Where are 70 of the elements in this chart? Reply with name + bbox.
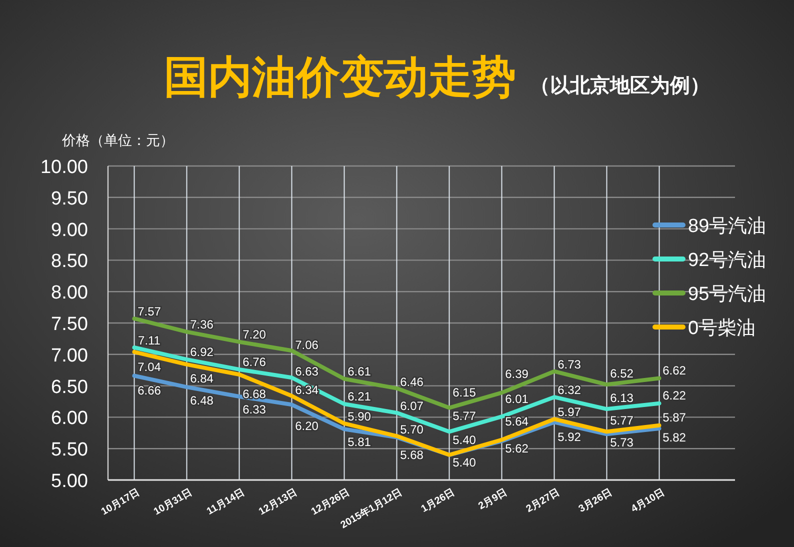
x-tick-label: 10月31日 [152, 487, 194, 518]
x-tick-label: 4月10日 [629, 487, 667, 515]
legend-label: 89号汽油 [688, 216, 766, 237]
data-label: 7.20 [242, 328, 266, 342]
y-tick-label: 7.00 [51, 345, 88, 366]
x-tick-label: 10月17日 [100, 487, 142, 518]
data-label: 5.87 [662, 410, 686, 424]
data-label: 6.20 [295, 418, 319, 433]
data-label: 5.68 [400, 448, 424, 462]
x-tick-label: 2月9日 [476, 487, 510, 512]
data-label: 6.21 [348, 390, 372, 404]
y-tick-label: 6.00 [51, 408, 88, 430]
y-tick-label: 6.50 [51, 376, 88, 398]
y-tick-label: 8.50 [51, 251, 88, 272]
data-label: 6.48 [190, 394, 214, 408]
x-tick-label: 3月26日 [576, 487, 614, 515]
data-label: 6.52 [610, 366, 634, 380]
data-label: 5.82 [662, 430, 686, 445]
data-label: 7.57 [138, 304, 162, 319]
data-label: 6.15 [452, 385, 476, 400]
y-tick-label: 8.00 [51, 282, 88, 304]
data-label: 5.77 [452, 409, 476, 424]
legend-label: 92号汽油 [688, 250, 766, 271]
legend-label: 0号柴油 [688, 318, 756, 339]
y-tick-label: 10.00 [40, 157, 88, 178]
data-label: 6.01 [505, 392, 529, 406]
data-label: 7.06 [295, 338, 319, 352]
data-label: 6.66 [138, 383, 162, 398]
y-tick-label: 7.50 [51, 314, 88, 335]
data-label: 5.62 [505, 442, 529, 456]
chart-title: 国内油价变动走势 [164, 53, 516, 102]
data-label: 5.40 [452, 456, 476, 470]
data-label: 6.76 [242, 355, 266, 370]
data-label: 7.11 [138, 333, 161, 348]
y-tick-label: 9.50 [51, 188, 88, 210]
data-label: 6.07 [400, 399, 424, 414]
data-label: 6.63 [295, 364, 319, 379]
data-label: 6.92 [190, 345, 214, 360]
x-tick-label: 12月13日 [257, 487, 300, 518]
data-label: 6.84 [190, 371, 214, 386]
y-tick-label: 5.50 [51, 440, 88, 461]
data-label: 5.90 [348, 409, 372, 424]
data-label: 6.22 [662, 388, 686, 402]
data-label: 5.77 [610, 414, 634, 428]
data-label: 5.81 [348, 435, 372, 450]
data-label: 6.73 [558, 357, 582, 372]
x-tick-label: 2月27日 [524, 487, 562, 515]
x-tick-label: 11月14日 [205, 487, 247, 518]
data-label: 6.13 [610, 391, 634, 406]
data-label: 6.39 [505, 367, 529, 382]
data-label: 7.36 [190, 318, 214, 332]
y-tick-label: 5.00 [51, 471, 88, 492]
x-tick-label: 12月26日 [310, 487, 352, 518]
data-label: 5.70 [400, 422, 424, 436]
data-label: 7.04 [138, 360, 162, 374]
legend-label: 95号汽油 [688, 284, 766, 305]
x-tick-label: 1月26日 [419, 487, 457, 515]
data-label: 6.62 [662, 363, 686, 378]
data-label: 6.33 [242, 402, 266, 417]
data-label: 6.32 [558, 383, 582, 398]
data-label: 6.61 [348, 364, 372, 379]
chart-subtitle: （以北京地区为例） [530, 74, 710, 97]
data-label: 5.97 [558, 405, 582, 420]
y-tick-label: 9.00 [51, 220, 88, 241]
data-label: 5.64 [505, 414, 529, 429]
data-label: 5.92 [558, 430, 582, 444]
data-label: 6.46 [400, 374, 424, 389]
data-label: 5.73 [610, 436, 634, 450]
y-axis-title: 价格（单位：元） [61, 132, 174, 148]
data-label: 5.40 [452, 433, 476, 448]
